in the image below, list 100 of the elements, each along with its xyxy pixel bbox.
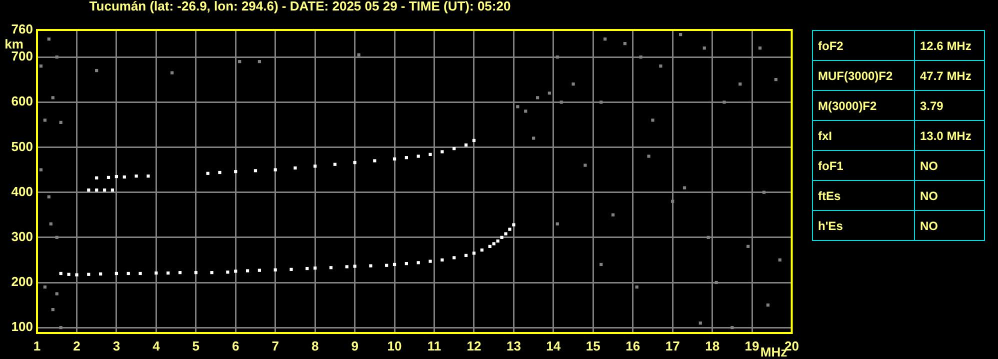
point: [496, 239, 500, 243]
point: [51, 308, 54, 312]
x-tick-label: 10: [387, 338, 402, 354]
point: [47, 195, 50, 198]
point: [95, 176, 98, 180]
point: [452, 256, 456, 260]
point: [440, 150, 444, 154]
x-tick-label: 16: [626, 338, 640, 354]
x-tick-label: 2: [73, 338, 80, 354]
text: M(3000)F2: [812, 90, 914, 120]
point: [472, 138, 476, 142]
point: [43, 285, 46, 289]
point: [508, 228, 512, 231]
x-tick-label: 1: [33, 338, 41, 354]
point: [659, 64, 662, 68]
x-tick-label: 4: [152, 338, 161, 354]
point: [480, 248, 484, 252]
point: [524, 110, 528, 113]
text: h'Es: [812, 210, 914, 240]
point: [488, 244, 492, 248]
point: [294, 166, 297, 170]
point: [59, 120, 62, 124]
point: [333, 162, 336, 166]
point: [532, 136, 536, 140]
point: [623, 42, 626, 46]
point: [246, 269, 250, 272]
point: [39, 168, 43, 172]
text: NO: [914, 210, 984, 240]
point: [290, 268, 293, 271]
text: NO: [914, 150, 984, 180]
point: [87, 188, 90, 192]
point: [440, 258, 444, 262]
point: [274, 268, 277, 272]
point: [138, 272, 142, 276]
point: [134, 174, 138, 178]
point: [392, 262, 396, 266]
point: [95, 69, 98, 72]
point: [95, 188, 98, 192]
point: [146, 174, 150, 178]
y-tick-label: 400: [11, 184, 33, 199]
point: [584, 164, 587, 167]
point: [166, 271, 170, 275]
point: [258, 60, 262, 64]
point: [714, 280, 718, 284]
point: [385, 264, 388, 267]
point: [194, 271, 198, 274]
point: [314, 266, 317, 270]
x-tick-label: 5: [192, 338, 200, 354]
point: [706, 236, 710, 239]
point: [472, 252, 476, 255]
text: 13.0 MHz: [914, 120, 984, 150]
text: NO: [914, 180, 984, 210]
point: [59, 272, 62, 276]
point: [178, 271, 182, 274]
point: [600, 262, 603, 266]
text: MUF(3000)F2: [812, 60, 914, 90]
point: [516, 105, 520, 108]
point: [114, 272, 118, 276]
point: [258, 268, 262, 272]
point: [357, 53, 360, 56]
point: [548, 92, 552, 95]
x-tick-label: 15: [586, 338, 600, 354]
x-tick-label: 8: [311, 338, 319, 354]
point: [428, 260, 432, 263]
point: [556, 222, 559, 226]
point: [170, 71, 174, 74]
point: [55, 56, 58, 59]
point: [306, 266, 309, 270]
x-tick-label: 11: [427, 338, 442, 354]
point: [428, 152, 432, 156]
point: [87, 272, 90, 276]
point: [556, 56, 559, 59]
point: [611, 213, 615, 216]
point: [114, 174, 118, 178]
point: [75, 273, 78, 276]
point: [49, 222, 52, 226]
point: [651, 118, 654, 122]
x-tick-label: 7: [272, 338, 279, 354]
point: [464, 254, 468, 257]
point: [746, 244, 750, 248]
point: [536, 96, 540, 100]
point: [698, 322, 702, 325]
point: [226, 270, 230, 274]
point: [102, 188, 106, 192]
point: [206, 172, 210, 175]
point: [702, 46, 706, 50]
point: [106, 176, 110, 179]
point: [404, 262, 408, 266]
point: [59, 326, 62, 330]
point: [635, 285, 638, 289]
text: fxI: [812, 120, 914, 150]
point: [55, 236, 58, 239]
point: [762, 190, 766, 194]
x-tick-label: 12: [466, 338, 482, 354]
point: [373, 159, 376, 162]
point: [722, 100, 726, 104]
point: [416, 154, 420, 158]
point: [210, 271, 214, 274]
point: [353, 161, 356, 164]
x-tick-label: 14: [546, 338, 562, 354]
